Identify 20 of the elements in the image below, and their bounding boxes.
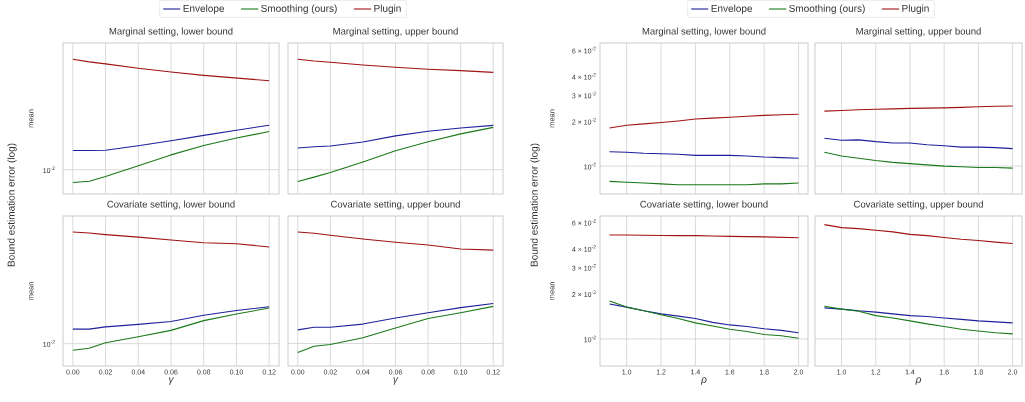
legend-label: Smoothing (ours) <box>261 4 337 14</box>
x-axis-title: ρ <box>700 377 707 385</box>
text: Bound estimation error (log) <box>7 143 17 267</box>
legend-label: Envelope <box>711 4 753 14</box>
chart-title: Marginal setting, lower bound <box>642 27 766 37</box>
chart-title: Marginal setting, lower bound <box>109 27 233 37</box>
chart-title: Covariate setting, lower bound <box>640 200 768 210</box>
chart-title: Covariate setting, upper bound <box>854 200 983 210</box>
legend-label: Envelope <box>183 4 225 14</box>
chart-title: Covariate setting, upper bound <box>331 200 460 210</box>
text: Bound estimation error (log) <box>530 143 540 267</box>
chart-title: Marginal setting, upper bound <box>856 27 981 37</box>
chart-title: Marginal setting, upper bound <box>333 27 458 37</box>
x-axis-title: γ <box>393 377 399 385</box>
legend-label: Plugin <box>374 4 401 14</box>
legend-label: Smoothing (ours) <box>789 4 865 14</box>
x-axis-title: ρ <box>915 377 922 385</box>
chart-title: Covariate setting, lower bound <box>107 200 235 210</box>
legend-label: Plugin <box>902 4 929 14</box>
x-axis-title: γ <box>169 377 174 385</box>
